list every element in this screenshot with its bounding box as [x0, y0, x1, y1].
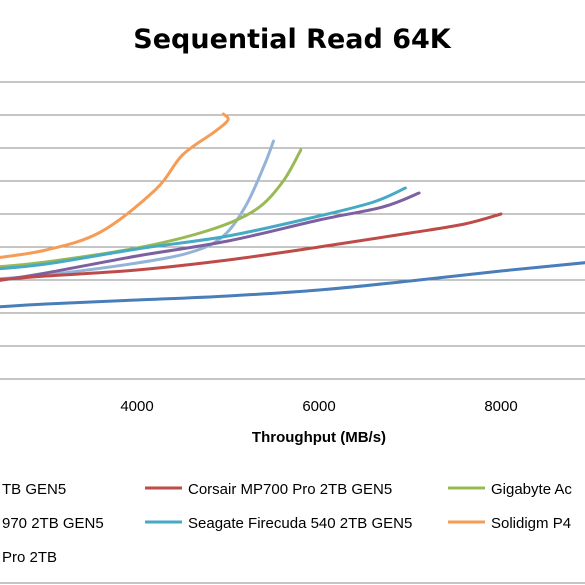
- x-axis-label: Throughput (MB/s): [252, 429, 386, 446]
- series-line-1: [0, 212, 503, 282]
- series-line-5: [0, 112, 230, 259]
- series-line-3: [0, 191, 421, 282]
- legend-entry-label: Gigabyte Ac: [491, 481, 572, 498]
- legend: TB GEN5 Corsair MP700 Pro 2TB GEN5 Gigab…: [2, 481, 572, 566]
- x-tick-label: 8000: [484, 398, 517, 415]
- series-line-4: [0, 186, 407, 271]
- legend-entry-label: 970 2TB GEN5: [2, 515, 104, 532]
- series-layer: [0, 112, 585, 309]
- x-tick-labels: 4000 6000 8000: [120, 398, 517, 415]
- legend-entry-label: TB GEN5: [2, 481, 66, 498]
- chart-title: Sequential Read 64K: [133, 24, 451, 55]
- series-line-2: [0, 148, 303, 269]
- legend-entry-label: Seagate Firecuda 540 2TB GEN5: [188, 515, 412, 532]
- legend-entry-label: Corsair MP700 Pro 2TB GEN5: [188, 481, 392, 498]
- x-tick-label: 4000: [120, 398, 153, 415]
- x-tick-label: 6000: [302, 398, 335, 415]
- legend-entry-label: Pro 2TB: [2, 549, 57, 566]
- legend-entry-label: Solidigm P4: [491, 515, 571, 532]
- series-line-0: [0, 261, 585, 309]
- grid-layer: [0, 81, 585, 380]
